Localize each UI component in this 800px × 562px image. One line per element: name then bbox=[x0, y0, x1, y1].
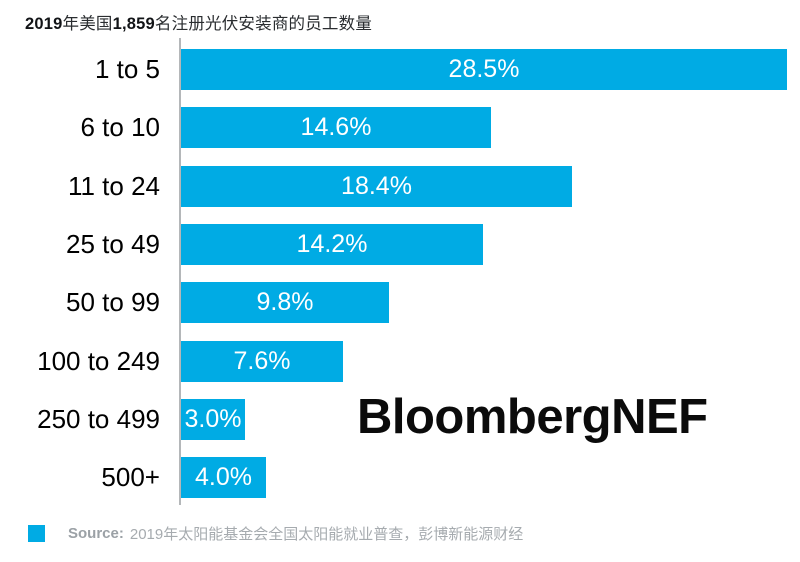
bar: 4.0% bbox=[181, 457, 266, 498]
bar-row: 25 to 49 14.2% bbox=[0, 224, 800, 265]
category-label: 50 to 99 bbox=[66, 287, 160, 317]
bar-value-label: 3.0% bbox=[184, 405, 242, 433]
bloombergnef-watermark: BloombergNEF bbox=[357, 390, 708, 444]
bar-value-label: 14.6% bbox=[300, 113, 372, 141]
category-label: 6 to 10 bbox=[80, 112, 160, 142]
legend-swatch-icon bbox=[28, 525, 45, 542]
chart-title-part: 名注册光伏安装商的员工数量 bbox=[154, 15, 373, 33]
bar-row: 11 to 24 18.4% bbox=[0, 166, 800, 207]
bar-row: 50 to 99 9.8% bbox=[0, 282, 800, 323]
source-text: 2019年太阳能基金会全国太阳能就业普查，彭博新能源财经 bbox=[129, 526, 524, 543]
bar-value-label: 18.4% bbox=[341, 172, 412, 200]
bar-value-label: 14.2% bbox=[296, 230, 368, 258]
bar-row: 6 to 10 14.6% bbox=[0, 107, 800, 148]
bar: 9.8% bbox=[181, 282, 389, 323]
chart-title-part: 2019 bbox=[25, 15, 63, 33]
source-row: Source: 2019年太阳能基金会全国太阳能就业普查，彭博新能源财经 bbox=[28, 523, 523, 544]
bar-row: 1 to 5 28.5% bbox=[0, 49, 800, 90]
chart-title-part: 年美国 bbox=[62, 15, 113, 33]
bar-value-label: 4.0% bbox=[195, 463, 252, 491]
bar: 18.4% bbox=[181, 166, 572, 207]
category-label: 1 to 5 bbox=[94, 54, 160, 84]
category-label: 25 to 49 bbox=[66, 229, 160, 259]
bar: 14.2% bbox=[181, 224, 483, 265]
bar: 3.0% bbox=[181, 399, 245, 440]
bar-value-label: 9.8% bbox=[256, 288, 314, 316]
y-axis-line bbox=[179, 38, 181, 505]
bar: 28.5% bbox=[181, 49, 787, 90]
chart-title-part: 1,859 bbox=[112, 15, 155, 33]
bar: 14.6% bbox=[181, 107, 491, 148]
source-label: Source: bbox=[68, 525, 124, 542]
bar-row: 250 to 499 3.0% bbox=[0, 399, 800, 440]
category-label: 11 to 24 bbox=[67, 171, 160, 201]
category-label: 250 to 499 bbox=[37, 404, 160, 434]
bar-row: 100 to 249 7.6% bbox=[0, 341, 800, 382]
bar-value-label: 7.6% bbox=[233, 347, 291, 375]
chart-title: 2019年美国1,859名注册光伏安装商的员工数量 bbox=[25, 10, 372, 34]
bar-value-label: 28.5% bbox=[448, 55, 520, 83]
category-label: 500+ bbox=[101, 462, 160, 492]
category-label: 100 to 249 bbox=[37, 346, 160, 376]
bar: 7.6% bbox=[181, 341, 343, 382]
bar-chart: 1 to 5 28.5% 6 to 10 14.6% 11 to 24 18.4% 25 t… bbox=[0, 38, 800, 505]
bar-row: 500+ 4.0% bbox=[0, 457, 800, 498]
